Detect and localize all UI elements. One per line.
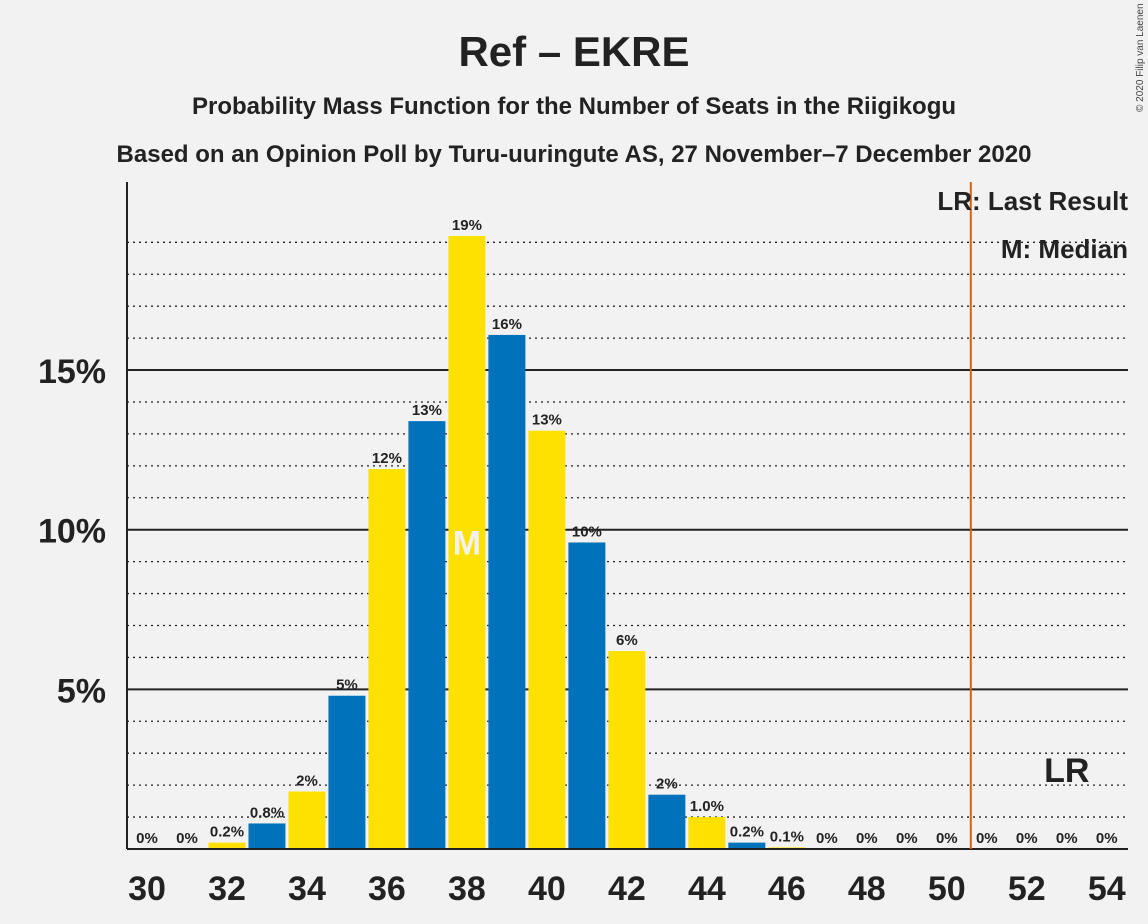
- gridlines: [127, 241, 1128, 818]
- bar-value-label: 0.2%: [730, 824, 764, 841]
- x-tick-label: 46: [768, 870, 806, 908]
- bar-value-label: 0%: [856, 830, 878, 847]
- bar: [528, 430, 566, 849]
- y-tick-label: 15%: [38, 353, 106, 391]
- bar-value-label: 0%: [1056, 830, 1078, 847]
- bar: [728, 842, 766, 849]
- x-tick-label: 36: [368, 870, 406, 908]
- x-tick-label: 38: [448, 870, 486, 908]
- x-tick-label: 42: [608, 870, 646, 908]
- bar-value-label: 1.0%: [690, 798, 724, 815]
- chart-title: Ref – EKRE: [458, 28, 689, 75]
- bar-value-label: 13%: [532, 412, 562, 429]
- bar-value-label: 10%: [572, 523, 602, 540]
- bar: [208, 842, 246, 849]
- x-tick-label: 48: [848, 870, 886, 908]
- x-tick-label: 52: [1008, 870, 1046, 908]
- bar: [608, 651, 646, 849]
- bar: [248, 823, 286, 849]
- chart-subtitle: Probability Mass Function for the Number…: [192, 93, 956, 120]
- x-tick-label: 34: [288, 870, 326, 908]
- x-tick-label: 40: [528, 870, 566, 908]
- bar: [568, 542, 606, 849]
- bar-value-label: 6%: [616, 632, 638, 649]
- bar-value-label: 16%: [492, 316, 522, 333]
- x-tick-label: 32: [208, 870, 246, 908]
- bar-value-label: 5%: [336, 677, 358, 694]
- y-tick-label: 10%: [38, 513, 106, 551]
- bar-value-label: 0.1%: [770, 828, 804, 845]
- bar-value-label: 19%: [452, 217, 482, 234]
- bar-value-label: 0.2%: [210, 824, 244, 841]
- bar: [448, 235, 486, 850]
- bar-value-label: 13%: [412, 402, 442, 419]
- copyright: © 2020 Filip van Laenen: [1135, 3, 1146, 112]
- bar-value-label: 0%: [1016, 830, 1038, 847]
- bar-value-label: 0%: [816, 830, 838, 847]
- bar-labels: 0% 0% 0.2% 0.8% 2% 5% 12% 13% 19% 16% 13% 10% 6% 2% 1.…: [136, 217, 1117, 847]
- median-marker: M: [453, 524, 481, 562]
- bar-value-label: 2%: [296, 773, 318, 790]
- bar-value-label: 0%: [976, 830, 998, 847]
- legend-last-result: LR: Last Result: [937, 186, 1128, 216]
- bar-value-label: 0%: [176, 830, 198, 847]
- bar: [288, 791, 326, 849]
- bars: [208, 235, 806, 850]
- chart-subtitle-2: Based on an Opinion Poll by Turu-uuringu…: [117, 141, 1032, 168]
- x-tick-label: 54: [1088, 870, 1126, 908]
- x-tick-labels: 30 32 34 36 38 40 42 44 46 48 50 52 54: [128, 870, 1126, 908]
- bar: [368, 469, 406, 849]
- bar-value-label: 0%: [896, 830, 918, 847]
- legend-median: M: Median: [1001, 234, 1128, 264]
- bar: [688, 817, 726, 849]
- x-tick-label: 50: [928, 870, 966, 908]
- bar: [408, 421, 446, 849]
- bar-value-label: 0%: [136, 830, 158, 847]
- bar-value-label: 12%: [372, 450, 402, 467]
- last-result-marker: LR: [1044, 752, 1089, 790]
- y-tick-label: 5%: [57, 672, 106, 710]
- bar-value-label: 0%: [936, 830, 958, 847]
- bar: [648, 794, 686, 849]
- bar-value-label: 0.8%: [250, 804, 284, 821]
- bar-value-label: 2%: [656, 776, 678, 793]
- y-tick-labels: 5% 10% 15%: [38, 353, 106, 710]
- bar-value-label: 0%: [1096, 830, 1118, 847]
- bar: [488, 334, 526, 849]
- x-tick-label: 44: [688, 870, 726, 908]
- bar: [328, 695, 366, 849]
- x-tick-label: 30: [128, 870, 166, 908]
